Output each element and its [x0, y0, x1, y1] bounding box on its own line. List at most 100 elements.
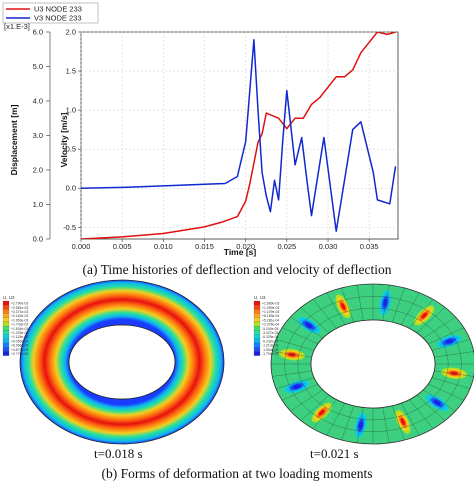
mesh-radial-13 [326, 403, 346, 436]
legend-value-11: +4.873e-04 [11, 348, 28, 352]
legend-value-7: -3.427e-04 [262, 331, 279, 335]
mesh-radial-9 [382, 407, 390, 444]
legend-entry-u3: U3 NODE 233 [34, 5, 82, 14]
mesh-ring-1 [284, 296, 462, 432]
left-tick-label-0: 0.0 [33, 235, 43, 244]
legend-swatch-8 [2, 334, 10, 339]
legend-swatch-7 [2, 330, 10, 335]
mesh-radial-36 [423, 316, 456, 339]
mesh-radial-4 [423, 389, 456, 412]
legend-swatch-12 [2, 351, 10, 356]
left-multiplier: [x1.E-3] [4, 22, 30, 31]
mesh-radial-2 [431, 377, 471, 389]
mesh-radial-27 [326, 292, 346, 325]
mesh-radial-6 [409, 399, 434, 429]
legend-swatch-8 [253, 334, 261, 339]
legend-swatch-0 [253, 300, 261, 306]
x-tick-label-3: 0.015 [195, 242, 214, 251]
time-label-left: t=0.018 s [94, 446, 143, 461]
left-tick-label-4: 4.0 [33, 97, 43, 106]
mesh-radial-22 [275, 339, 315, 351]
legend: U3 NODE 233 V3 NODE 233 [2, 2, 99, 24]
lobe-8 [335, 294, 351, 319]
ring-right-inner-edge [310, 319, 436, 409]
mesh-radial-31 [382, 284, 390, 321]
lobe-3 [354, 412, 367, 439]
legend-swatch-4 [2, 317, 10, 323]
right-tick-label-2: 0.5 [66, 145, 76, 154]
mesh-radial-25 [300, 307, 330, 334]
x-axis-label: Time [s] [224, 247, 257, 257]
legend-swatch-4 [253, 317, 261, 323]
mesh-radial-39 [434, 351, 474, 358]
lobe-contour-3 [340, 302, 346, 310]
legend-swatch-2 [2, 309, 10, 314]
legend-swatch-10 [253, 342, 261, 348]
y-left-label: Displacement [m] [9, 104, 19, 175]
legend-value-4: +5.281e-04 [262, 318, 279, 322]
left-tick-label-5: 5.0 [33, 62, 43, 71]
mesh-radial-8 [392, 405, 405, 441]
mesh-radial-24 [290, 316, 323, 339]
mesh-radial-38 [431, 339, 471, 351]
mesh-radial-37 [428, 327, 464, 345]
legend-swatch-12 [253, 351, 261, 356]
mesh-radial-11 [356, 407, 364, 444]
lobe-10 [414, 305, 435, 326]
legend-swatch-10 [2, 342, 10, 348]
x-tick-label-4: 0.020 [236, 242, 255, 251]
legend-value-4: +1.953e-03 [11, 318, 28, 322]
legend-value-9: -9.232e-04 [262, 339, 279, 343]
legend-swatch-9 [2, 338, 10, 344]
legend-swatch-9 [253, 338, 261, 344]
time-history-chart: 0.0 1.0 2.0 3.0 4.0 5.0 6.0 -0.5 0.0 0.5 1.0 1.5 2.… [2, 2, 399, 257]
legend-value-2: +2.371e-03 [11, 310, 28, 314]
left-axis-ticks: 0.0 1.0 2.0 3.0 4.0 5.0 6.0 [33, 28, 51, 244]
right-tick-label-0: -0.5 [63, 223, 76, 232]
mesh-radial-35 [416, 307, 446, 334]
deformation-ring-left [19, 279, 225, 445]
mesh-radial-17 [282, 383, 318, 401]
mesh-radial-12 [341, 405, 354, 441]
contour-legend-left: U, U3 +2.790e-03+2.581e-03+2.371e-03+2.1… [2, 295, 28, 356]
mesh-radial-23 [282, 327, 318, 345]
lobe-contour-3 [305, 322, 313, 328]
right-axis-ticks: -0.5 0.0 0.5 1.0 1.5 2.0 [63, 28, 81, 232]
lobe-contour-3 [287, 352, 296, 357]
legend-value-1: +2.581e-03 [11, 306, 28, 310]
legend-swatch-2 [253, 309, 261, 314]
left-tick-label-3: 3.0 [33, 131, 43, 140]
legend-swatch-3 [253, 313, 261, 318]
legend-swatch-5 [253, 321, 261, 327]
legend-value-5: +1.743e-03 [11, 323, 28, 327]
legend-value-3: +2.162e-03 [11, 314, 28, 318]
legend-swatch-7 [253, 330, 261, 335]
series-line-u3 [81, 32, 396, 239]
lobe-7 [297, 316, 321, 334]
legend-swatch-11 [253, 347, 261, 352]
time-label-right: t=0.021 s [310, 446, 359, 461]
legend-value-5: +2.378e-04 [262, 323, 279, 327]
right-tick-label-4: 1.5 [66, 67, 76, 76]
x-tick-label-5: 0.025 [277, 242, 296, 251]
legend-value-0: +2.790e-03 [11, 302, 28, 306]
mesh-radial-1 [434, 370, 474, 377]
caption-b: (b) Forms of deformation at two loading … [101, 466, 373, 481]
legend-swatch-1 [2, 305, 10, 310]
lobe-contour-3 [433, 400, 441, 406]
right-tick-label-1: 0.0 [66, 184, 76, 193]
x-tick-label-6: 0.030 [319, 242, 338, 251]
lobe-11 [436, 334, 462, 348]
mesh-radial-5 [416, 394, 446, 421]
x-tick-label-0: 0.000 [72, 242, 91, 251]
mesh-radial-29 [356, 284, 364, 321]
legend-value-10: -1.213e-03 [262, 344, 279, 348]
mesh-radial-16 [290, 389, 323, 412]
lobe-2 [395, 409, 411, 434]
mesh-radial-15 [300, 394, 330, 421]
legend-value-11: -1.504e-03 [262, 348, 279, 352]
legend-value-8: -6.329e-04 [262, 335, 279, 339]
lobe-contour-3 [445, 339, 454, 344]
mesh-radial-7 [400, 403, 420, 436]
legend-swatch-11 [2, 347, 10, 352]
